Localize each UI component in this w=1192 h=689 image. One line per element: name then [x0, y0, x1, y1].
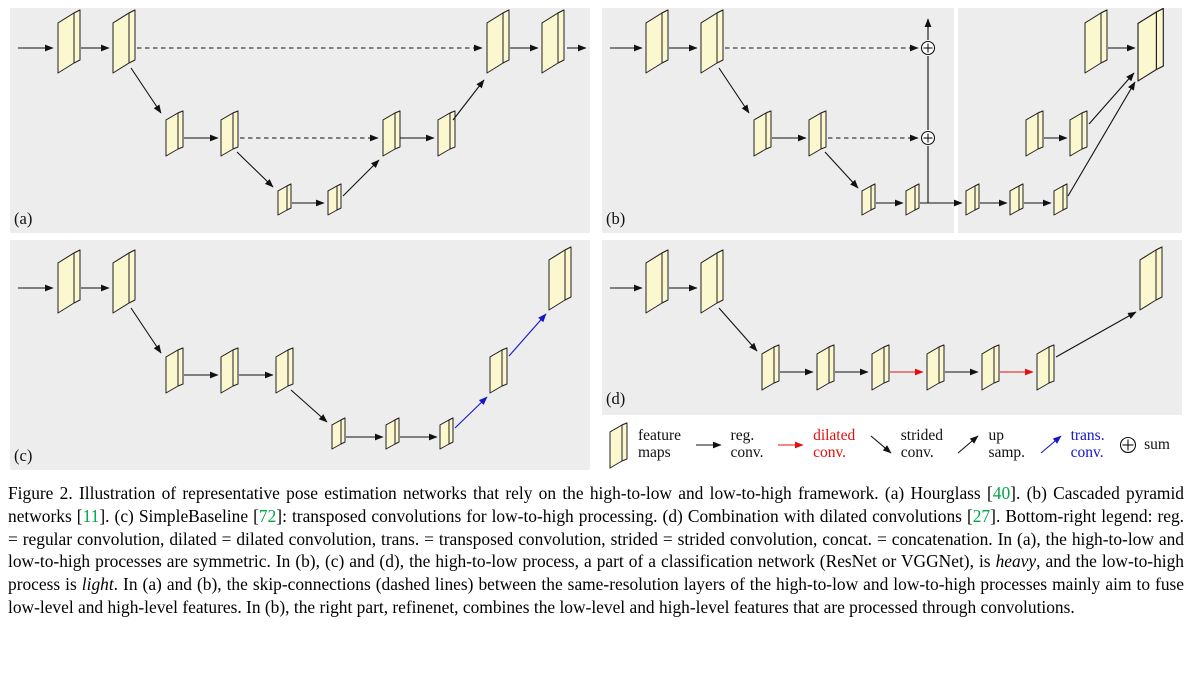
legend-label: trans. conv.	[1070, 427, 1105, 461]
legend-item-dilated-conv: dilated conv.	[775, 428, 855, 461]
caption-em: heavy	[995, 551, 1037, 572]
caption-text: Figure 2. Illustration of representative…	[8, 483, 993, 503]
sum-icon	[1120, 436, 1137, 454]
panel-c-background	[10, 240, 590, 470]
legend-item-strided-conv: strided conv.	[867, 428, 943, 461]
legend-label: strided conv.	[900, 427, 943, 461]
caption-text: ]. Bottom-right legend: reg. = regular c…	[8, 505, 1184, 572]
feature-map-icon	[609, 422, 628, 469]
panel-b-refinenet-background	[958, 8, 1182, 233]
transposed-conv-arrow-icon	[1040, 435, 1062, 454]
figure-caption: Figure 2. Illustration of representative…	[8, 482, 1184, 619]
regular-conv-arrow-icon	[695, 441, 722, 449]
panel-a-label: (a)	[14, 209, 33, 228]
strided-conv-arrow-icon	[870, 435, 892, 454]
legend-label: up samp.	[988, 427, 1026, 461]
caption-text: . In (a) and (b), the skip-connections (…	[8, 574, 1184, 617]
caption-text: , and the low-to-high process is	[8, 551, 1184, 595]
figure-legend: feature maps reg. conv. dilated conv.	[602, 416, 1182, 474]
legend-item-feature-maps: feature maps	[604, 420, 681, 470]
caption-em: light	[81, 574, 114, 595]
panel-d-label: (d)	[606, 389, 626, 408]
caption-ref: 40	[992, 483, 1011, 503]
legend-label: feature maps	[638, 427, 682, 461]
caption-ref: 72	[258, 505, 277, 526]
legend-item-transposed-conv: trans. conv.	[1037, 428, 1105, 461]
caption-text: ]: transposed convolutions for low-to-hi…	[276, 505, 973, 526]
panel-d-background	[602, 240, 1182, 415]
panel-a-background	[10, 8, 590, 233]
legend-label: sum	[1144, 435, 1170, 453]
legend-item-regular-conv: reg. conv.	[693, 428, 764, 461]
dilated-conv-arrow-icon	[778, 441, 804, 449]
panel-b-label: (b)	[606, 209, 626, 228]
caption-ref: 27	[972, 505, 991, 526]
panel-c-label: (c)	[14, 446, 33, 465]
legend-item-up-sampling: up samp.	[954, 428, 1025, 461]
up-sampling-arrow-icon	[958, 435, 979, 454]
legend-item-sum: sum	[1116, 433, 1170, 457]
caption-text: ]. (b) Cascaded pyramid networks [	[8, 483, 1184, 526]
panel-b-main-background	[602, 8, 954, 233]
caption-text: ]. (c) SimpleBaseline [	[99, 505, 259, 526]
figure-2: (a) (b) (c) (d) feature maps reg. conv.	[10, 7, 1182, 474]
legend-label: dilated conv.	[813, 427, 856, 461]
caption-ref: 11	[82, 505, 100, 526]
legend-label: reg. conv.	[730, 427, 764, 461]
